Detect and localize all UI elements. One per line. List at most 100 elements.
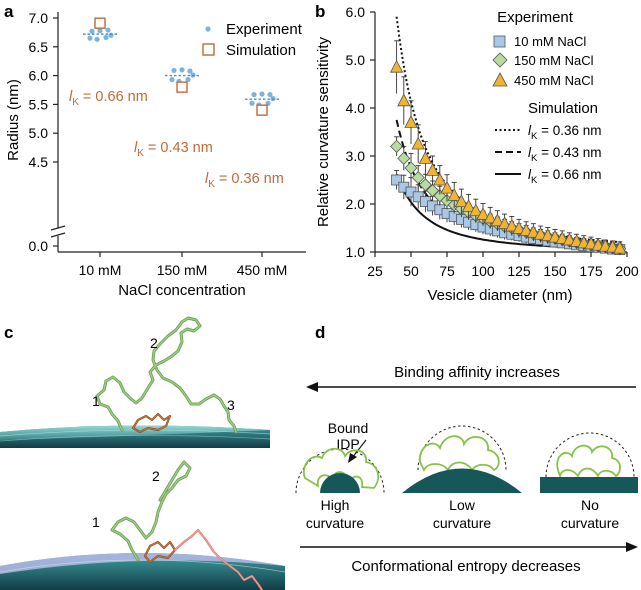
- panel-b-point-10mm: [391, 174, 403, 186]
- panel-a-xtick-label: 10 mM: [79, 262, 122, 278]
- panel-b-point-450mm: [505, 218, 519, 232]
- panel-b-point-450mm: [433, 172, 447, 186]
- panel-a-ytick-label: 5.5: [29, 96, 49, 112]
- arrow-conformational-entropy: [300, 542, 638, 552]
- panel-b-point-450mm: [562, 232, 577, 246]
- panel-b-point-450mm: [461, 199, 476, 212]
- panel-a-experiment-point: [267, 92, 273, 98]
- panel-b-point-450mm: [497, 216, 512, 230]
- membrane-top: [0, 425, 271, 448]
- legend-experiment-title: Experiment: [497, 9, 574, 26]
- panel-b-ylabel: Relative curvature sensitivity: [315, 36, 332, 227]
- panel-a-ylabel: Radius (nm): [5, 79, 22, 161]
- annotation-lk-066: lK = 0.66 nm: [69, 89, 148, 108]
- pointer-arrow: [348, 439, 367, 463]
- label-bound: Bound: [328, 420, 368, 436]
- panel-a-experiment-point: [259, 91, 265, 97]
- panel-b-point-450mm: [411, 136, 425, 150]
- case-low-line1: Low: [449, 497, 476, 513]
- panel-b-legend: Experiment 10 mM NaCl 150 mM NaCl 450 mM…: [492, 9, 602, 186]
- panel-a-xlabel: NaCl concentration: [118, 282, 246, 299]
- panel-b-point-450mm: [613, 240, 627, 254]
- panel-letter-c: c: [4, 323, 13, 342]
- panel-a-experiment-point: [187, 68, 193, 74]
- panel-a-ytick-label: 4.5: [29, 154, 49, 170]
- panel-a-experiment-point: [87, 35, 93, 41]
- panel-a-ytick-label: 6.5: [29, 39, 49, 55]
- panel-c-illustration: 1 2 3 1 2: [0, 316, 286, 590]
- case-low-line2: curvature: [433, 515, 492, 531]
- panel-b-point-450mm: [483, 210, 497, 224]
- case-no-line2: curvature: [561, 515, 620, 531]
- panel-a-ytick-label: 5.0: [29, 125, 49, 141]
- panel-a-ytick-label: 0.0: [29, 238, 49, 254]
- panel-b-point-450mm: [555, 231, 569, 244]
- annotation-lk-036: lK = 0.36 nm: [205, 171, 284, 190]
- legend-450mm-label: 450 mM NaCl: [514, 73, 594, 88]
- panel-b-xtick-label: 175: [579, 263, 603, 279]
- panel-a-simulation-point: [256, 104, 268, 116]
- panel-b-point-150mm: [390, 139, 404, 153]
- legend-10mm-marker: [493, 35, 506, 48]
- panel-b-point-450mm: [469, 203, 483, 217]
- panel-a-experiment-point: [97, 28, 103, 34]
- panel-a-experiment-point: [249, 100, 255, 106]
- chain-label-bottom-1: 1: [92, 514, 100, 530]
- panel-a-xtick-label: 450 mM: [237, 262, 288, 278]
- legend-150mm-label: 150 mM NaCl: [514, 53, 594, 68]
- panel-b-ytick-label: 3.0: [346, 148, 366, 164]
- panel-b-point-450mm: [519, 223, 533, 236]
- panel-letter-b: b: [315, 2, 325, 21]
- panel-b-xtick-label: 25: [367, 263, 383, 279]
- panel-b-point-450mm: [454, 194, 469, 208]
- panel-b-point-150mm: [397, 151, 411, 165]
- chain-label-top-2: 2: [150, 335, 158, 351]
- panel-a-experiment-point: [169, 77, 175, 83]
- panel-b-chart: 1.0 2.0 3.0 4.0 5.0 6.0 25 50 75 100 125 150 175 200…: [315, 4, 639, 304]
- panel-b-ytick-label: 6.0: [346, 4, 366, 20]
- panel-a-experiment-point: [179, 67, 185, 73]
- panel-b-ytick-label: 4.0: [346, 100, 366, 116]
- panel-a-experiment-point: [94, 36, 100, 42]
- annotation-lk-043: lK = 0.43 nm: [134, 140, 213, 159]
- legend-sim-036-label: lK = 0.36 nm: [528, 123, 602, 142]
- legend-experiment-label: Experiment: [226, 21, 303, 38]
- chain-label-top-3: 3: [227, 397, 235, 413]
- panel-b-point-150mm: [404, 161, 418, 175]
- panel-a-experiment-point: [103, 34, 109, 41]
- chain-label-bottom-2: 2: [152, 468, 160, 484]
- legend-simulation-title: Simulation: [528, 100, 598, 117]
- label-binding-affinity: Binding affinity increases: [394, 364, 560, 381]
- panel-a-xtick-label: 150 mM: [157, 262, 208, 278]
- panel-b-point-150mm: [418, 178, 432, 192]
- panel-b-point-450mm: [526, 224, 541, 238]
- panel-b-xtick-label: 125: [507, 263, 531, 279]
- case-no-line1: No: [581, 497, 599, 513]
- case-high-line2: curvature: [306, 515, 365, 531]
- panel-b-point-450mm: [425, 163, 440, 176]
- panel-a-experiment-point: [105, 27, 111, 33]
- panel-b-ytick-label: 1.0: [346, 244, 366, 260]
- legend-10mm-label: 10 mM NaCl: [514, 34, 586, 49]
- panel-b-point-450mm: [476, 207, 490, 220]
- case-high-line1: High: [321, 497, 350, 513]
- panel-a-axis-break: [50, 225, 66, 238]
- legend-sim-066-label: lK = 0.66 nm: [528, 167, 602, 186]
- panel-b-point-450mm: [389, 59, 404, 73]
- panel-b-xtick-label: 50: [403, 263, 419, 279]
- panel-b-xlabel: Vesicle diameter (nm): [427, 287, 572, 304]
- panel-a-legend: Experiment Simulation: [202, 21, 303, 59]
- panel-b-xtick-label: 200: [615, 263, 639, 279]
- case-no-curvature: [540, 432, 638, 493]
- panel-b-point-450mm: [569, 234, 584, 247]
- panel-b-xtick-label: 75: [439, 263, 455, 279]
- panel-a-experiment-point: [89, 28, 95, 34]
- panel-a-ytick-label: 6.0: [29, 68, 49, 84]
- panel-b-point-150mm: [411, 171, 425, 185]
- idp-chains-bottom: [110, 460, 264, 590]
- legend-sim-043-label: lK = 0.43 nm: [528, 145, 602, 164]
- panel-b-point-450mm: [548, 229, 562, 243]
- membrane-bottom: [0, 553, 286, 590]
- legend-450mm-marker: [492, 72, 508, 87]
- case-high-curvature: [295, 447, 385, 494]
